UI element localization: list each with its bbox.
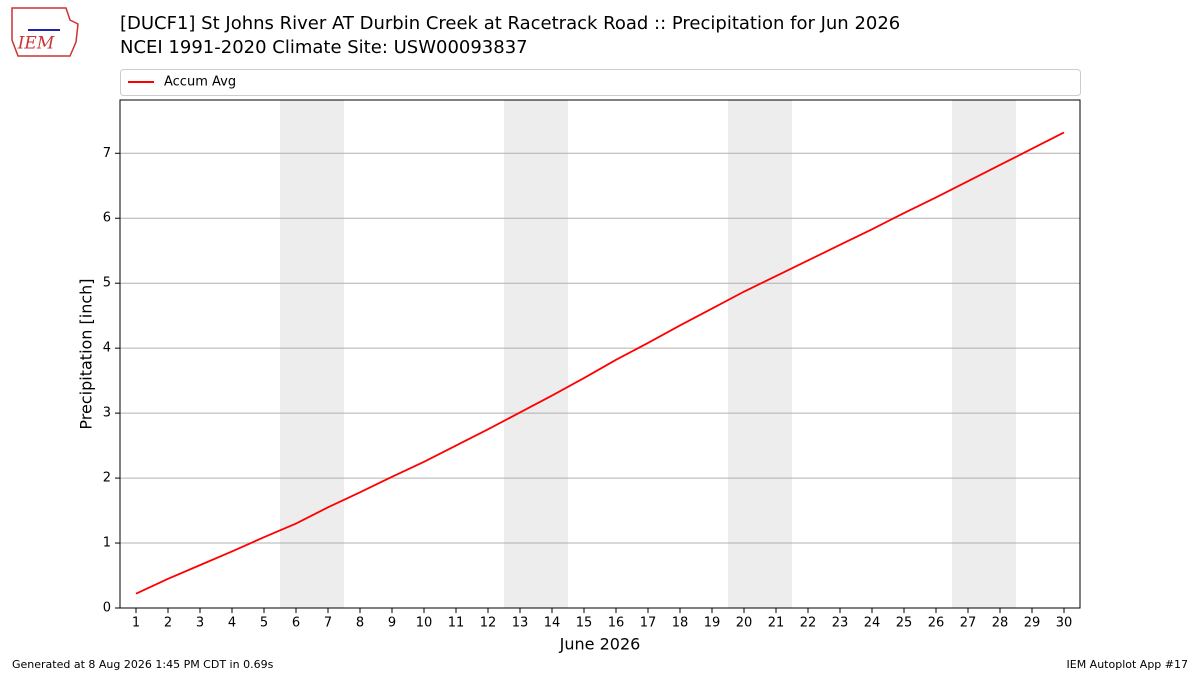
x-tick-label: 4 [228, 616, 236, 631]
x-tick-label: 24 [864, 616, 881, 631]
x-tick-label: 25 [896, 616, 913, 631]
y-tick-label: 3 [103, 406, 111, 421]
logo: IEM [11, 7, 79, 57]
y-tick-label: 0 [103, 601, 111, 616]
x-tick-label: 28 [992, 616, 1009, 631]
x-tick-label: 5 [260, 616, 268, 631]
y-axis-label: Precipitation [inch] [77, 278, 96, 429]
x-tick-label: 6 [292, 616, 300, 631]
x-tick-label: 22 [800, 616, 817, 631]
y-tick-label: 5 [103, 276, 111, 291]
x-tick-label: 30 [1056, 616, 1073, 631]
x-axis-label: June 2026 [559, 635, 641, 654]
y-tick-label: 1 [103, 536, 111, 551]
x-tick-label: 23 [832, 616, 849, 631]
x-tick-label: 13 [512, 616, 529, 631]
legend-box [120, 69, 1081, 96]
x-tick-label: 21 [768, 616, 785, 631]
weekend-shade [504, 100, 568, 608]
plot-frame [119, 99, 1081, 609]
x-tick-label: 16 [608, 616, 625, 631]
chart-title: [DUCF1] St Johns River AT Durbin Creek a… [120, 13, 900, 34]
x-tick-label: 11 [448, 616, 465, 631]
y-tick-label: 2 [103, 471, 111, 486]
x-tick-label: 19 [704, 616, 721, 631]
data-line [135, 131, 1065, 595]
x-tick-label: 14 [544, 616, 561, 631]
y-tick-label: 7 [103, 146, 111, 161]
x-tick-label: 29 [1024, 616, 1041, 631]
x-tick-label: 12 [480, 616, 497, 631]
x-tick-label: 15 [576, 616, 593, 631]
y-tick-label: 6 [103, 211, 111, 226]
logo-outline [11, 7, 79, 57]
logo-text: IEM [17, 34, 55, 54]
x-tick-label: 26 [928, 616, 945, 631]
weekend-shade [280, 100, 344, 608]
x-tick-label: 9 [388, 616, 396, 631]
x-tick-label: 27 [960, 616, 977, 631]
footer-right: IEM Autoplot App #17 [1067, 658, 1189, 671]
x-tick-label: 20 [736, 616, 753, 631]
weekend-shade [952, 100, 1016, 608]
x-tick-label: 2 [164, 616, 172, 631]
x-tick-label: 7 [324, 616, 332, 631]
chart-subtitle: NCEI 1991-2020 Climate Site: USW00093837 [120, 37, 528, 58]
legend-label: Accum Avg [164, 75, 236, 90]
x-tick-label: 17 [640, 616, 657, 631]
footer-left: Generated at 8 Aug 2026 1:45 PM CDT in 0… [12, 658, 274, 671]
x-tick-label: 18 [672, 616, 689, 631]
weekend-shade [728, 100, 792, 608]
y-tick-label: 4 [103, 341, 111, 356]
x-tick-label: 1 [132, 616, 140, 631]
x-tick-label: 3 [196, 616, 204, 631]
x-tick-label: 8 [356, 616, 364, 631]
x-tick-label: 10 [416, 616, 433, 631]
